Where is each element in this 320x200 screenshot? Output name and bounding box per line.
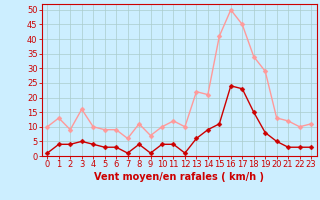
X-axis label: Vent moyen/en rafales ( km/h ): Vent moyen/en rafales ( km/h ) xyxy=(94,172,264,182)
